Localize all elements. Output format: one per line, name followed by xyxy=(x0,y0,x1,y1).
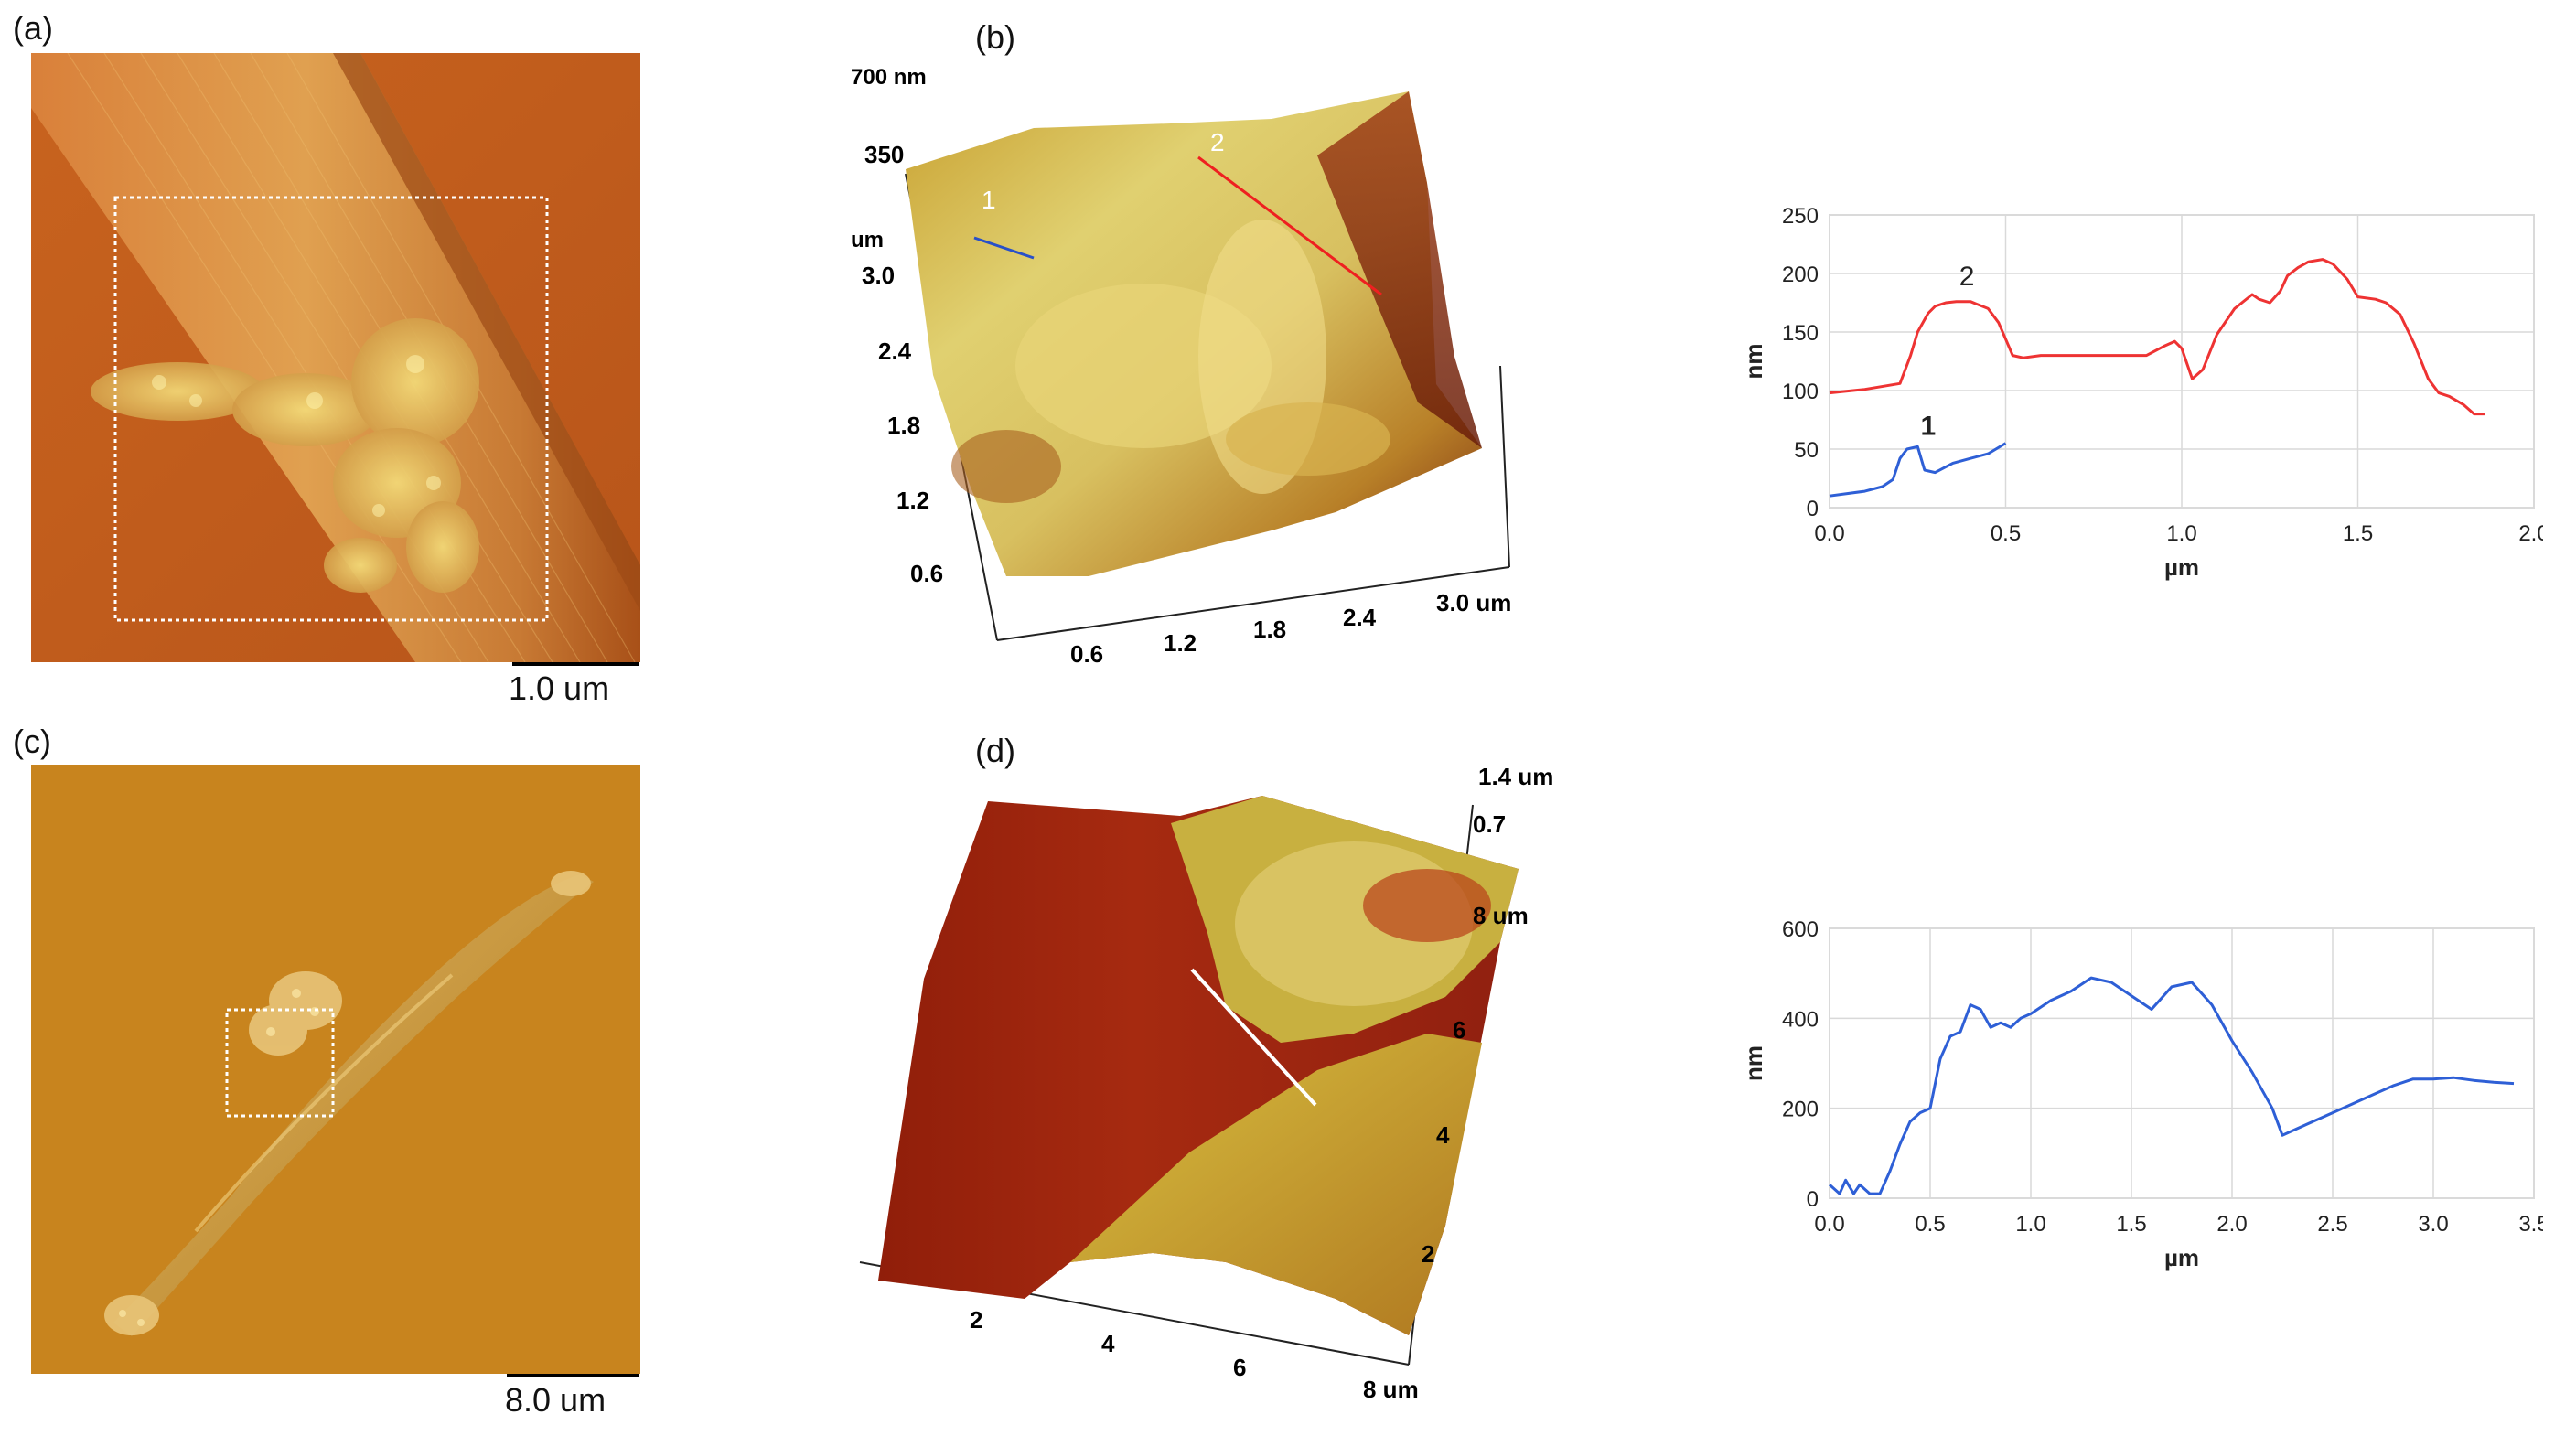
scalebar-c xyxy=(507,1374,639,1377)
y-tick-label: 50 xyxy=(1794,438,1819,463)
x-tick-label: 0.5 xyxy=(1915,1212,1945,1237)
y-tick-label: 200 xyxy=(1782,263,1819,287)
y-axis-label: nm xyxy=(1740,1045,1767,1081)
x-tick-label: 0.0 xyxy=(1814,1212,1844,1237)
y-tick-label: 150 xyxy=(1782,321,1819,346)
x-tick-label: 2.0 xyxy=(2216,1212,2247,1237)
x-axis-label: µm xyxy=(2164,553,2199,581)
x-tick-label: 3.0 xyxy=(2418,1212,2448,1237)
scalebar-c-label: 8.0 um xyxy=(505,1381,606,1419)
y-tick-label: 200 xyxy=(1782,1098,1819,1122)
x-tick-d: 8 um xyxy=(1363,1376,1419,1403)
height-profile-chart-b: 0 50 100 150 200 250 0.0 0.5 1.0 1.5 2.0 µm nm 2 1 xyxy=(1740,204,2543,581)
series-annotation: 1 xyxy=(1920,412,1936,442)
height-profile-chart-d: 0 200 400 600 0.0 0.5 1.0 1.5 2.0 2.5 3.0 3.5 µm nm xyxy=(1740,917,2543,1271)
x-axis-label: µm xyxy=(2164,1244,2199,1271)
x-tick-label: 2.0 xyxy=(2518,521,2543,546)
panel-a-label: (a) xyxy=(13,9,53,47)
y-tick-label: 400 xyxy=(1782,1007,1819,1032)
x-tick-b: 3.0 um xyxy=(1436,589,1511,616)
x-tick-d: 2 xyxy=(970,1306,982,1334)
x-tick-b: 1.2 xyxy=(1164,629,1197,657)
x-tick-b: 0.6 xyxy=(1070,640,1103,668)
y-tick-b: 1.8 xyxy=(887,412,920,439)
y-ticks-b: 3.0 2.4 1.8 1.2 0.6 xyxy=(862,262,943,587)
x-tick-d: 6 xyxy=(1233,1354,1246,1381)
profile-line-1-label: 1 xyxy=(982,186,996,214)
y-axis-unit-b: um xyxy=(851,228,884,252)
y-tick-label: 100 xyxy=(1782,380,1819,404)
afm-3d-b: 1 2 700 nm 350 um 3.0 2.4 1.8 1.2 0.6 0.… xyxy=(851,65,1511,668)
y-tick-b: 3.0 xyxy=(862,262,895,289)
plot-area xyxy=(1829,927,2535,1199)
series-line-2 xyxy=(1829,258,2485,416)
series-line-1 xyxy=(1829,442,2007,498)
x-tick-label: 3.5 xyxy=(2518,1212,2543,1237)
x-tick-label: 0.5 xyxy=(1991,521,2021,546)
y-tick-d: 4 xyxy=(1436,1121,1450,1149)
series-annotation: 2 xyxy=(1959,262,1975,292)
z-axis-mid-b: 350 xyxy=(864,141,904,168)
x-tick-label: 1.0 xyxy=(2166,521,2196,546)
y-tick-d: 6 xyxy=(1453,1016,1465,1044)
afm-3d-d: 1.4 um 0.7 8 um 6 4 2 2 4 6 8 um xyxy=(859,768,1553,1403)
x-tick-d: 4 xyxy=(1101,1330,1115,1357)
y-tick-b: 0.6 xyxy=(910,560,943,587)
afm-image-a xyxy=(31,53,640,662)
x-tick-label: 1.5 xyxy=(2343,521,2373,546)
x-tick-label: 2.5 xyxy=(2317,1212,2347,1237)
y-tick-label: 0 xyxy=(1807,497,1819,521)
afm-image-c xyxy=(31,765,640,1374)
y-tick-label: 250 xyxy=(1782,204,1819,229)
x-tick-b: 2.4 xyxy=(1343,604,1377,631)
z-axis-max-d: 1.4 um xyxy=(1478,768,1553,790)
x-tick-label: 0.0 xyxy=(1814,521,1844,546)
afm-topography-c xyxy=(31,765,640,1374)
z-axis-mid-d: 0.7 xyxy=(1473,810,1506,838)
x-tick-label: 1.5 xyxy=(2116,1212,2146,1237)
y-axis-label: nm xyxy=(1740,344,1767,380)
series-line-profile xyxy=(1829,976,2515,1195)
y-tick-label: 600 xyxy=(1782,917,1819,942)
panel-b-label: (b) xyxy=(975,18,1015,56)
profile-line-2-label: 2 xyxy=(1210,128,1225,156)
x-tick-label: 1.0 xyxy=(2015,1212,2045,1237)
y-tick-b: 1.2 xyxy=(896,487,929,514)
x-tick-b: 1.8 xyxy=(1253,616,1286,643)
panel-d-label: (d) xyxy=(975,732,1015,769)
y-tick-label: 0 xyxy=(1807,1187,1819,1212)
panel-c-label: (c) xyxy=(13,723,51,760)
scalebar-a xyxy=(512,662,639,666)
z-axis-max-b: 700 nm xyxy=(851,65,927,90)
afm-topography-a xyxy=(31,53,640,662)
scalebar-a-label: 1.0 um xyxy=(509,670,610,707)
y-tick-b: 2.4 xyxy=(878,338,912,365)
y-tick-d: 2 xyxy=(1422,1240,1434,1268)
y-tick-d: 8 um xyxy=(1473,902,1529,929)
